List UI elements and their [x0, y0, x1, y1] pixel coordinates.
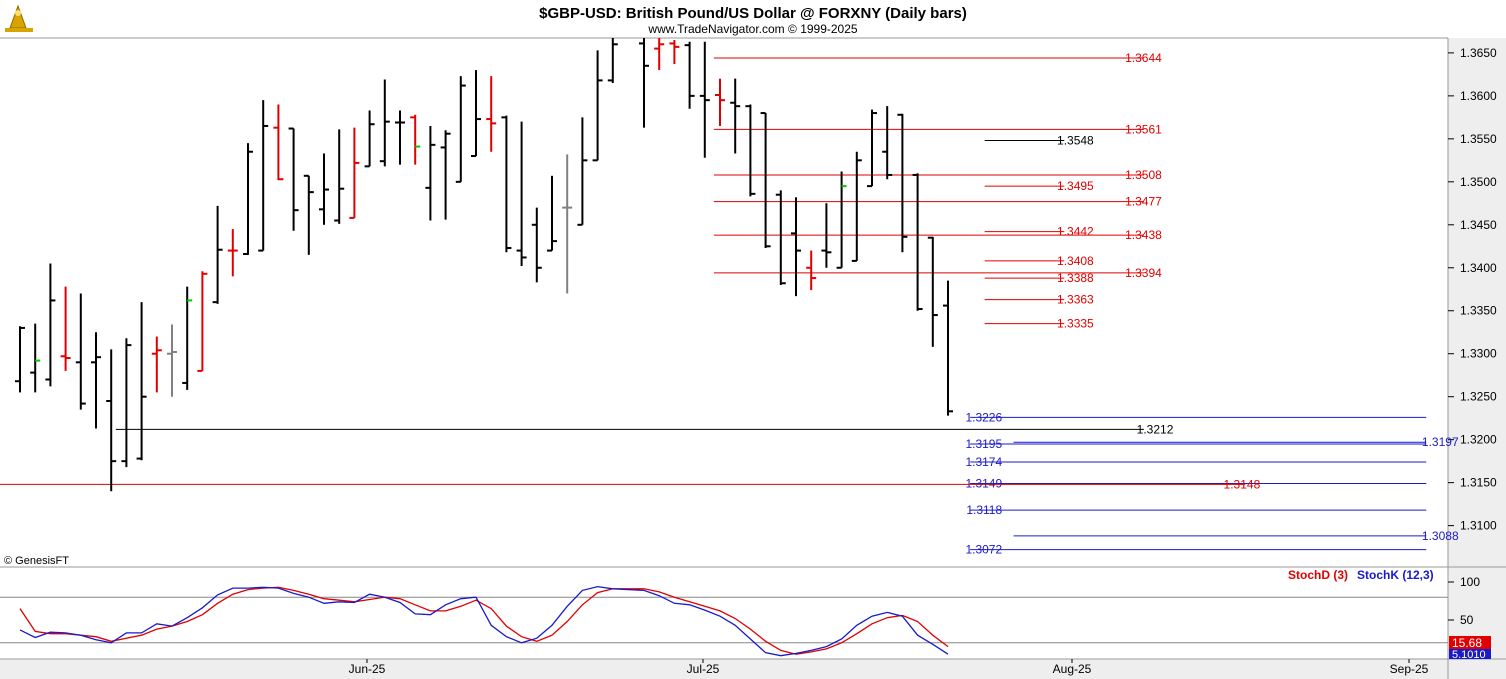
price-axis: 1.3650 1.3600 1.3550 1.3500 1.3450 1.3400 1.33…	[1448, 46, 1497, 533]
level-label: 1.3174	[965, 455, 1002, 469]
time-tick-label: Aug-25	[1053, 662, 1092, 676]
stoch-k-value: 5.1010	[1452, 649, 1486, 661]
level-label: 1.3477	[1125, 195, 1162, 209]
price-tick-label: 1.3500	[1460, 175, 1497, 189]
level-label: 1.3197	[1422, 435, 1459, 449]
chart-title: $GBP-USD: British Pound/US Dollar @ FORX…	[539, 5, 967, 22]
level-label: 1.3442	[1057, 225, 1094, 239]
price-axis-bg	[1448, 38, 1506, 679]
watermark: © GenesisFT	[4, 555, 69, 567]
level-label: 1.3149	[965, 477, 1002, 491]
level-label: 1.3148	[1224, 477, 1261, 491]
price-tick-label: 1.3250	[1460, 390, 1497, 404]
level-label: 1.3644	[1125, 51, 1162, 65]
level-label: 1.3118	[966, 503, 1002, 517]
level-label: 1.3438	[1125, 228, 1162, 242]
chart-subtitle: www.TradeNavigator.com © 1999-2025	[647, 22, 857, 36]
price-tick-label: 1.3550	[1460, 132, 1497, 146]
stochastic-panel: 100 50	[0, 575, 1480, 657]
level-label: 1.3548	[1057, 134, 1094, 148]
price-tick-label: 1.3100	[1460, 519, 1497, 533]
time-tick-label: Jul-25	[687, 662, 720, 676]
level-label: 1.3394	[1125, 266, 1162, 280]
time-tick-label: Sep-25	[1390, 662, 1429, 676]
price-tick-label: 1.3200	[1460, 433, 1497, 447]
stoch-k-legend: StochK (12,3)	[1357, 568, 1434, 582]
price-tick-label: 1.3300	[1460, 347, 1497, 361]
stoch-tick-label: 50	[1460, 613, 1474, 627]
level-label: 1.3088	[1422, 529, 1459, 543]
stoch-k-value-box	[1449, 649, 1491, 659]
horizontal-levels: 1.3644 1.3561 1.3548 1.3508 1.3495 1.3477 1.34…	[0, 51, 1459, 557]
price-tick-label: 1.3450	[1460, 218, 1497, 232]
level-label: 1.3561	[1125, 122, 1162, 136]
stoch-d-value-box	[1449, 636, 1491, 649]
level-label: 1.3212	[1137, 422, 1174, 436]
time-axis-bg	[0, 659, 1506, 679]
stoch-d-legend: StochD (3)	[1288, 568, 1348, 582]
level-label: 1.3508	[1125, 168, 1162, 182]
price-tick-label: 1.3150	[1460, 476, 1497, 490]
stoch-tick-label: 100	[1460, 575, 1480, 589]
level-label: 1.3363	[1057, 293, 1094, 307]
level-label: 1.3388	[1057, 271, 1094, 285]
level-label: 1.3195	[965, 437, 1002, 451]
time-axis: Jun-25 Jul-25 Aug-25 Sep-25	[349, 659, 1429, 676]
price-tick-label: 1.3650	[1460, 46, 1497, 60]
price-tick-label: 1.3400	[1460, 261, 1497, 275]
stoch-d-value: 15.68	[1452, 636, 1482, 650]
price-tick-label: 1.3600	[1460, 89, 1497, 103]
ohlc-bars	[15, 38, 953, 492]
time-tick-label: Jun-25	[349, 662, 386, 676]
price-tick-label: 1.3350	[1460, 304, 1497, 318]
level-label: 1.3072	[965, 543, 1002, 557]
level-label: 1.3335	[1057, 317, 1094, 331]
level-label: 1.3408	[1057, 254, 1094, 268]
level-label: 1.3226	[965, 410, 1002, 424]
level-label: 1.3495	[1057, 179, 1094, 193]
trade-navigator-logo	[5, 4, 33, 32]
stoch-k-line	[19, 585, 949, 657]
